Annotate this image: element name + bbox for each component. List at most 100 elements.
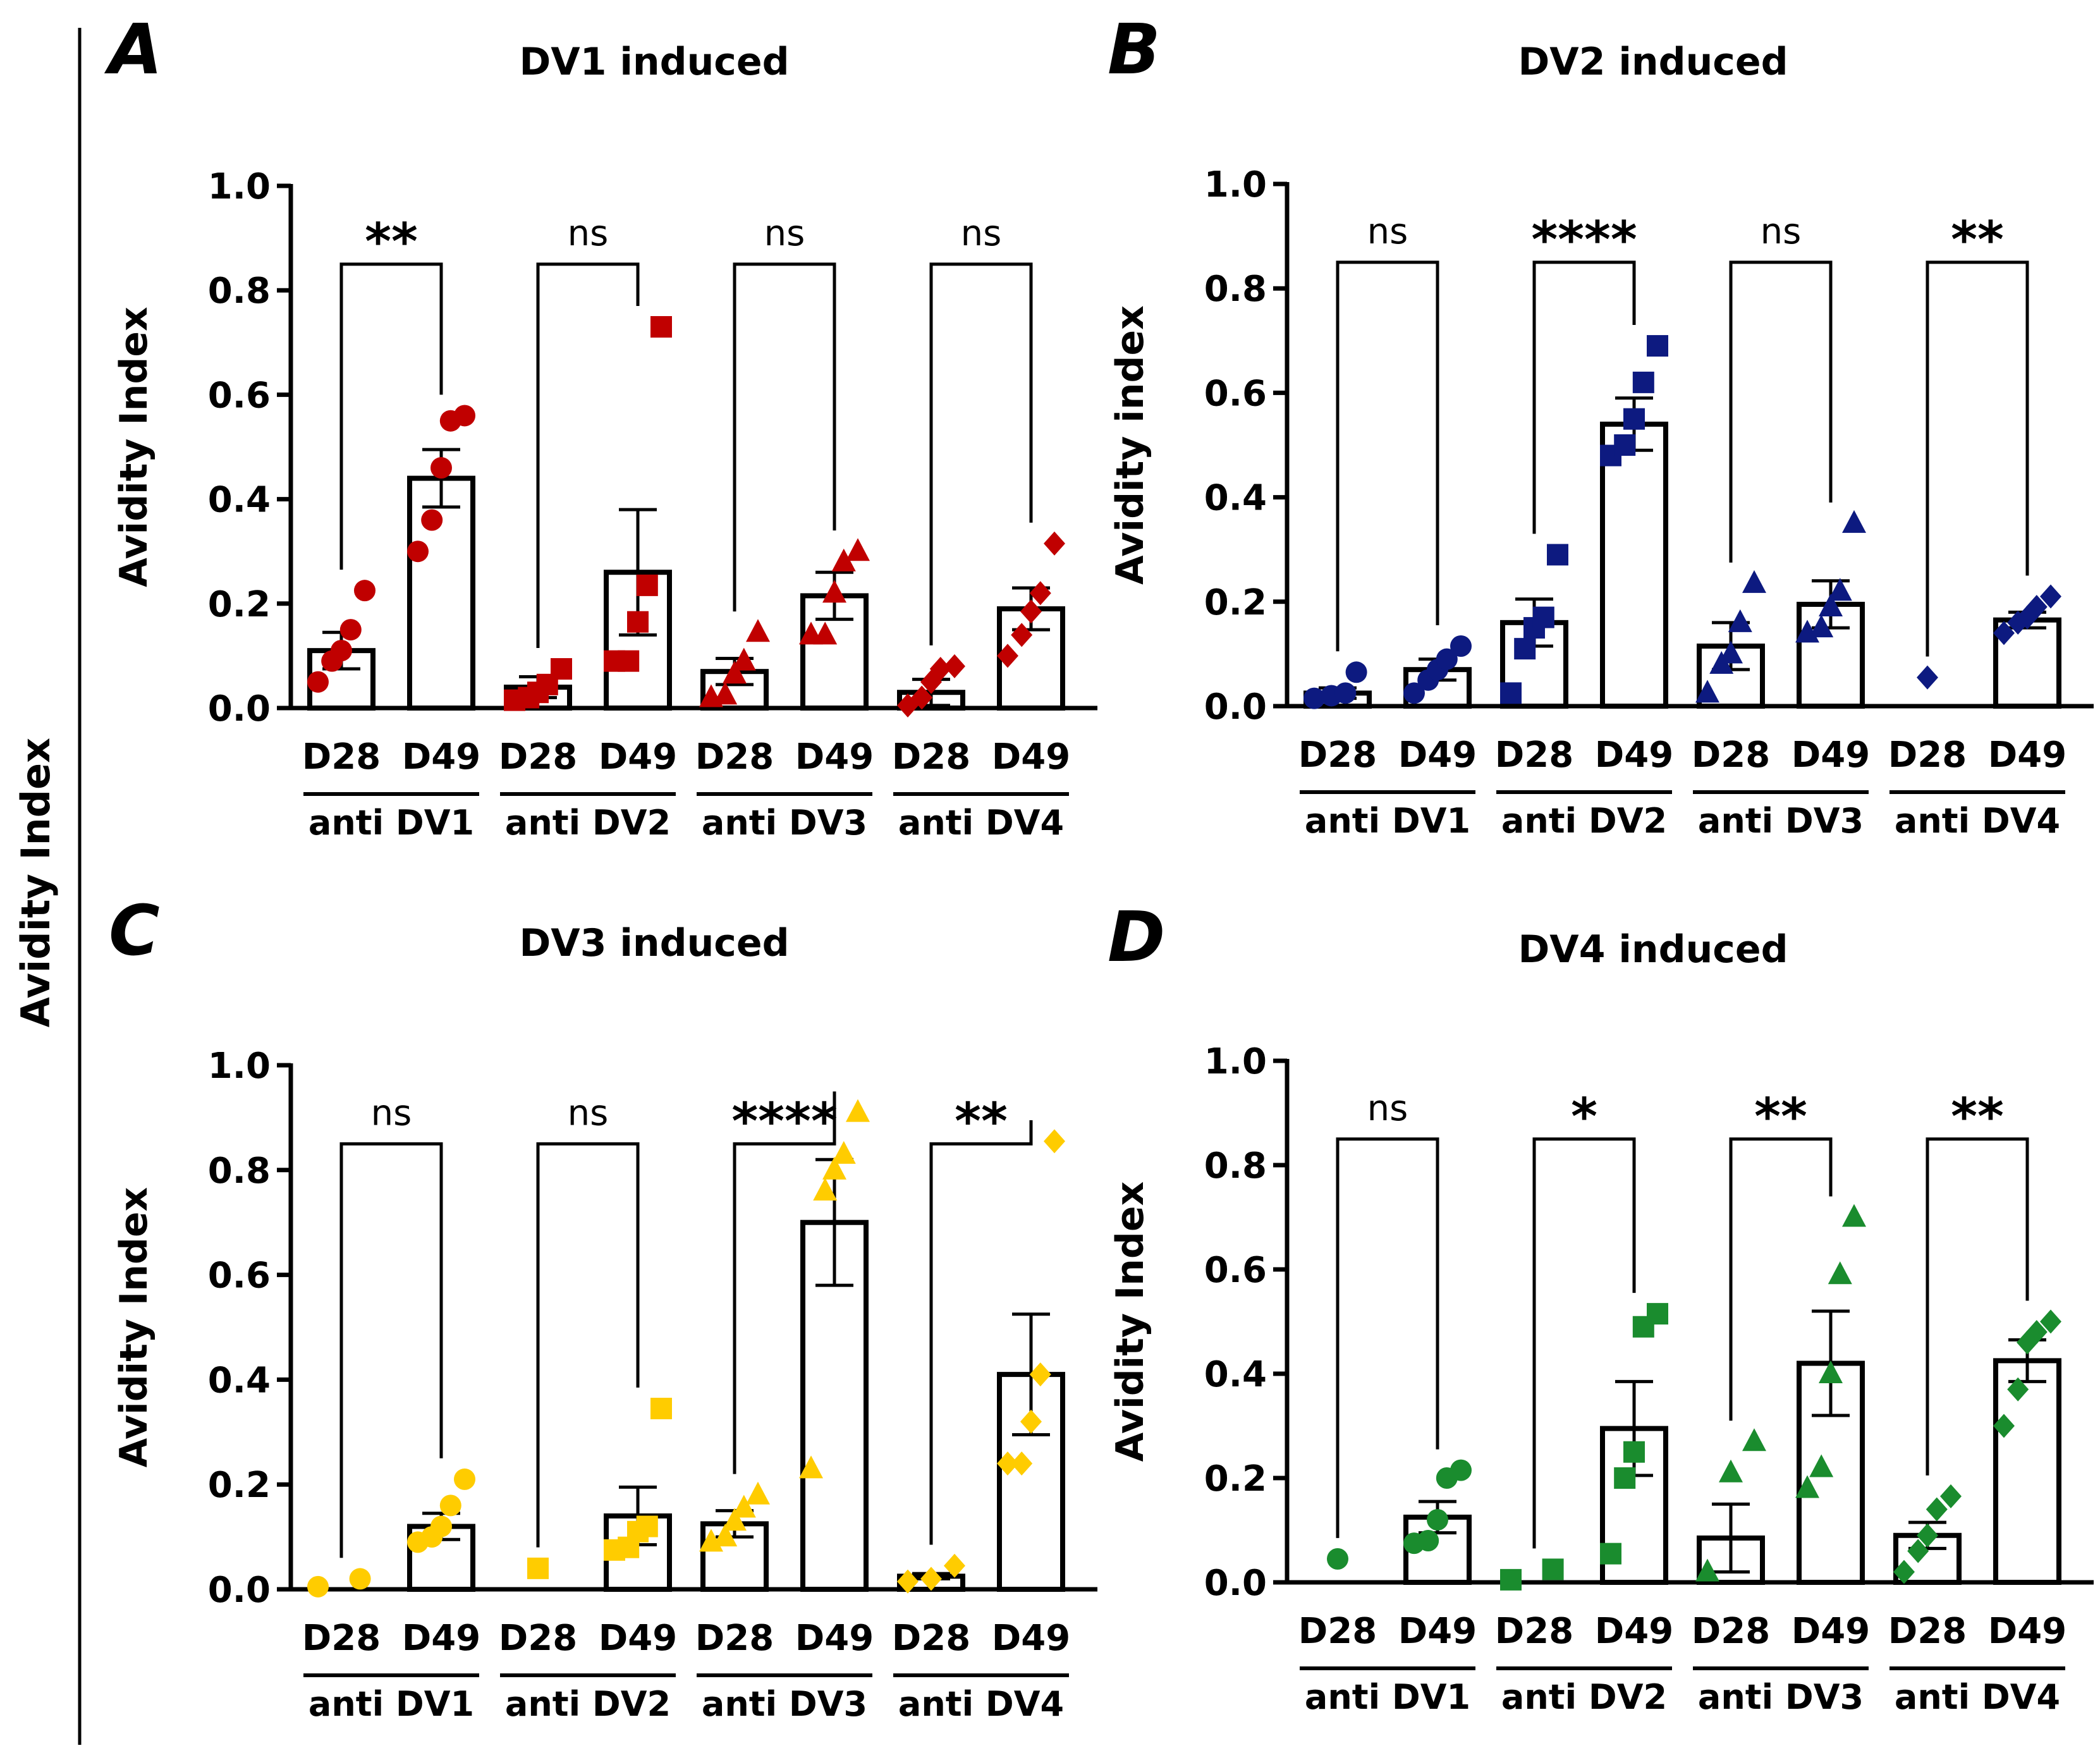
significance-bracket (1729, 260, 1833, 563)
panel-a: A DV1 induced 0.0 0.2 0.4 0.6 0.8 1.0 Avidity In… (104, 9, 1097, 843)
data-point-diamond (2007, 1377, 2029, 1402)
bar-d49 (407, 475, 475, 711)
y-tick-label: 0.4 (208, 480, 271, 521)
x-tick-label: D28 (499, 1618, 577, 1659)
x-tick-label: D49 (795, 736, 874, 778)
significance-label: ** (365, 212, 418, 271)
data-point-diamond (897, 1569, 919, 1594)
data-point-square (1547, 544, 1568, 566)
group-anti-dv3: D28 D49 anti DV3 **** (695, 1091, 874, 1724)
group-anti-dv2: D28 D49 anti DV2 * (1495, 1087, 1673, 1717)
panel-title: DV3 induced (519, 921, 789, 965)
data-point-circle (1327, 1548, 1348, 1570)
x-tick-label: D49 (402, 736, 480, 778)
data-point-circle (407, 541, 429, 563)
bar-d49 (1993, 1358, 2061, 1585)
group-label: anti DV1 (308, 1684, 474, 1724)
x-tick-label: D28 (1495, 735, 1573, 776)
data-point-diamond (929, 657, 951, 681)
data-point-triangle (813, 621, 838, 645)
group-label: anti DV4 (1895, 801, 2060, 841)
data-point-diamond (1020, 599, 1042, 624)
data-point-circle (1345, 661, 1367, 683)
x-tick-label: D49 (992, 1618, 1070, 1659)
data-point-diamond (1917, 665, 1938, 690)
significance-label: * (1571, 1087, 1597, 1146)
data-point-square (1532, 606, 1554, 628)
x-tick-label: D28 (695, 1618, 774, 1659)
x-tick-label: D49 (1595, 1611, 1673, 1652)
data-point-square (1647, 335, 1668, 357)
data-point-diamond (944, 654, 965, 678)
data-point-triangle (846, 538, 870, 561)
group-label: anti DV2 (1501, 1677, 1667, 1717)
data-point-triangle (1828, 578, 1852, 601)
significance-bracket (1729, 1137, 1833, 1421)
significance-label: ** (1951, 1087, 2004, 1146)
data-point-square (527, 1557, 549, 1579)
data-point-circle (454, 1468, 475, 1490)
group-label: anti DV3 (702, 803, 867, 843)
significance-label: **** (731, 1092, 837, 1151)
group-label: anti DV1 (1305, 1677, 1470, 1717)
data-point-diamond (1011, 1451, 1033, 1476)
x-tick-label: D49 (599, 736, 677, 778)
panel-c: C DV3 induced 0.0 0.2 0.4 0.6 0.8 1.0 Avidity In… (109, 890, 1097, 1724)
y-tick-label: 0.8 (1204, 269, 1267, 310)
data-point-square (650, 1397, 672, 1419)
data-point-square (1542, 1558, 1564, 1580)
group-label: anti DV1 (308, 803, 474, 843)
group-anti-dv1: D28 D49 anti DV1 ns (1298, 211, 1477, 841)
significance-label: ns (764, 213, 805, 254)
y-tick-label: 0.4 (1204, 1354, 1267, 1395)
data-point-triangle (1809, 614, 1834, 638)
panel-letter: A (104, 9, 162, 90)
y-tick-label: 1.0 (1204, 164, 1267, 205)
data-point-square (636, 574, 658, 596)
group-label: anti DV3 (1698, 801, 1864, 841)
data-point-triangle (746, 619, 770, 642)
y-tick-label: 0.0 (208, 1570, 271, 1611)
x-tick-label: D28 (1298, 1611, 1377, 1652)
group-label: anti DV2 (1501, 801, 1667, 841)
panel-letter: C (109, 890, 160, 971)
data-point-circle (339, 619, 362, 641)
data-point-triangle (713, 681, 738, 705)
x-tick-label: D49 (1398, 735, 1477, 776)
significance-bracket (733, 1091, 836, 1474)
data-point-square (1500, 682, 1522, 704)
y-tick-label: 0.8 (1204, 1146, 1267, 1187)
x-tick-label: D28 (499, 736, 577, 778)
significance-bracket (536, 262, 640, 649)
significance-label: ns (568, 213, 609, 254)
data-point-square (1632, 371, 1654, 393)
data-point-diamond (2025, 1320, 2048, 1344)
data-point-diamond (1893, 1560, 1915, 1584)
figure-side-label: Avidity Index (13, 738, 59, 1027)
data-point-diamond (1020, 1409, 1042, 1434)
panel-letter: B (1108, 9, 1161, 90)
x-tick-label: D49 (1792, 1611, 1870, 1652)
data-point-circle (1427, 1509, 1448, 1531)
data-point-triangle (723, 661, 747, 684)
group-anti-dv1: D28 D49 anti DV1 ns (1298, 1088, 1477, 1717)
data-point-circle (430, 1515, 452, 1537)
y-tick-label: 0.0 (208, 688, 271, 730)
y-tick-label: 0.0 (1204, 687, 1267, 728)
data-point-triangle (1842, 510, 1866, 533)
bar-d49 (1600, 421, 1668, 709)
data-point-circle (430, 457, 452, 479)
data-point-diamond (1044, 1129, 1065, 1154)
data-point-diamond (944, 1553, 965, 1578)
data-point-diamond (911, 685, 933, 710)
group-anti-dv2: D28 D49 anti DV2 ns (499, 1092, 677, 1724)
data-point-triangle (1742, 570, 1766, 593)
data-point-triangle (831, 1140, 856, 1164)
data-point-triangle (1795, 1475, 1819, 1498)
data-point-circle (331, 640, 352, 662)
x-tick-label: D28 (892, 736, 970, 778)
data-point-triangle (1809, 1454, 1834, 1477)
y-tick-label: 0.8 (208, 1151, 271, 1192)
data-point-circle (1403, 682, 1425, 704)
data-point-triangle (1719, 1459, 1743, 1482)
